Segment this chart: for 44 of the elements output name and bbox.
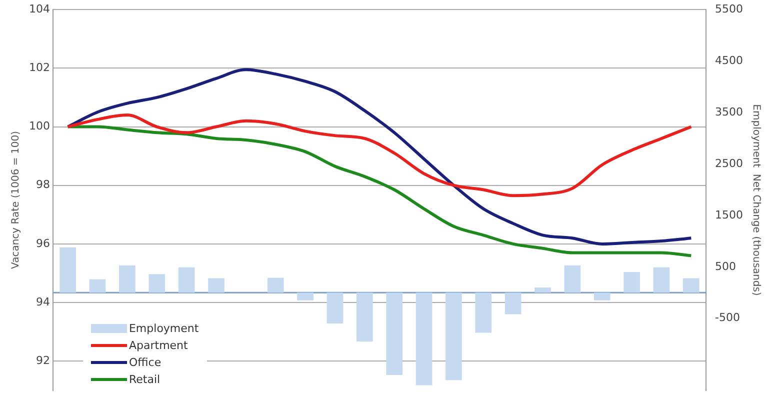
y2-axis-title: Employment Net Change (thousands) <box>750 104 762 296</box>
legend-label: Retail <box>128 373 160 386</box>
line-series <box>66 68 693 246</box>
y-axis-title: Vacancy Rate (1006 = 100) <box>10 130 22 269</box>
y2-tick-label: 3500 <box>715 105 744 118</box>
y-tick-label: 104 <box>28 2 50 16</box>
bar <box>386 292 403 375</box>
y2-tick-label: 5500 <box>715 2 744 16</box>
bar <box>356 292 373 342</box>
bar <box>594 292 610 300</box>
line-series <box>66 114 693 198</box>
bar <box>446 292 462 380</box>
y-tick-label: 100 <box>28 120 50 133</box>
bar <box>326 292 344 324</box>
y2-tick-label: 1500 <box>715 208 744 222</box>
bar <box>653 267 670 293</box>
bar <box>60 247 76 293</box>
y-tick-label: 102 <box>28 61 50 74</box>
y-tick-label: 92 <box>36 354 50 367</box>
y2-tick-label: 4500 <box>715 54 744 67</box>
bar <box>89 279 106 293</box>
bar <box>178 267 195 293</box>
bar <box>624 272 640 293</box>
bar <box>119 265 136 293</box>
bar <box>208 278 224 293</box>
legend-label: Office <box>128 356 162 370</box>
bar <box>683 278 700 293</box>
bar <box>148 274 166 293</box>
y-tick-label: 98 <box>36 178 50 192</box>
bar <box>564 265 581 293</box>
y-tick-label: 96 <box>36 236 50 250</box>
y2-tick-label: -500 <box>715 311 740 324</box>
y-tick-label: 94 <box>36 295 50 308</box>
bar <box>297 292 314 300</box>
line-series <box>66 125 693 258</box>
y2-tick-label: 2500 <box>715 156 744 170</box>
legend-label: Employment <box>128 322 199 336</box>
bar <box>534 287 551 293</box>
bar <box>504 292 522 314</box>
bar <box>267 278 284 293</box>
y2-tick-label: 500 <box>715 260 736 273</box>
bar <box>475 292 492 333</box>
bar <box>416 292 432 386</box>
legend-label: Apartment <box>128 339 188 352</box>
